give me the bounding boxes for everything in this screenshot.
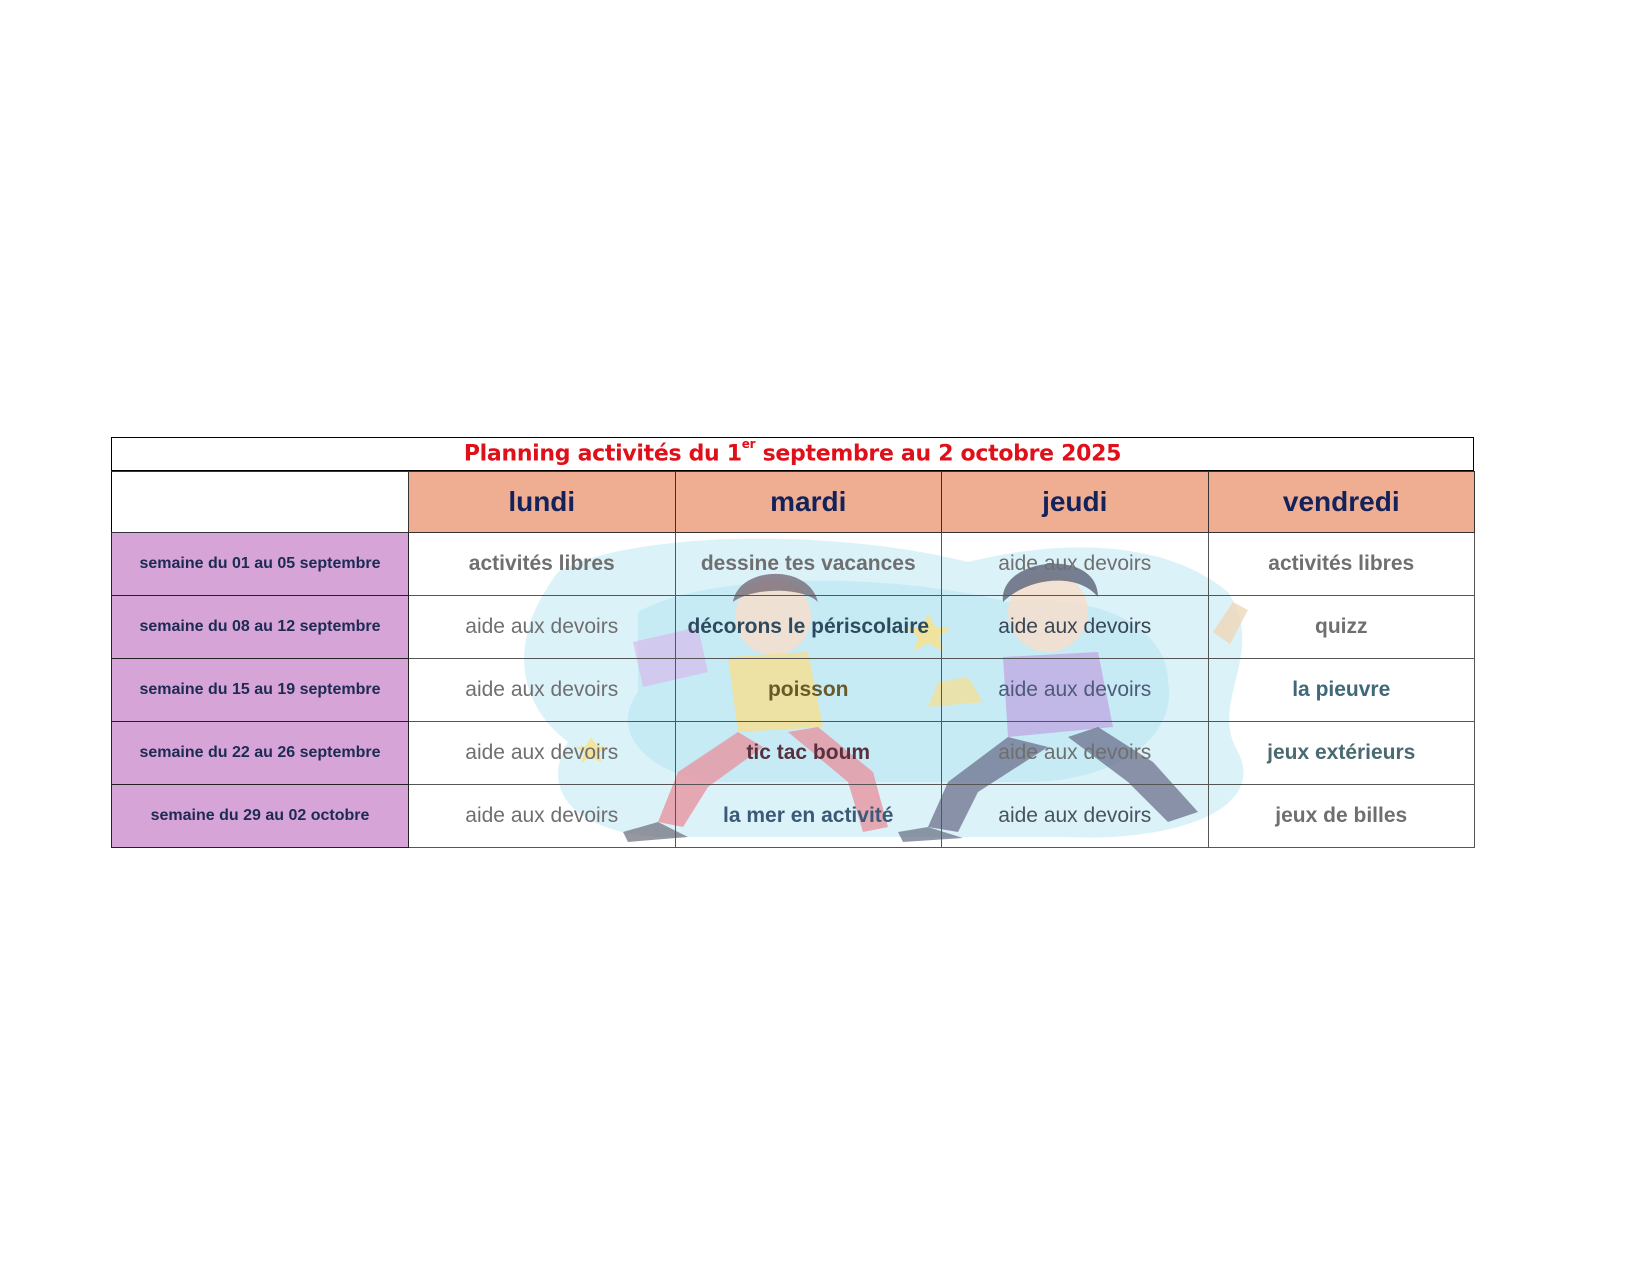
activity-cell: activités libres (1207, 532, 1475, 596)
activity-cell: aide aux devoirs (408, 595, 676, 659)
day-header-row: lundi mardi jeudi vendredi (111, 471, 1475, 533)
table-row: semaine du 08 au 12 septembre aide aux d… (111, 595, 1475, 659)
activity-cell: aide aux devoirs (941, 532, 1209, 596)
title-row: Planning activités du 1er septembre au 2… (111, 437, 1474, 471)
day-header-lundi: lundi (408, 471, 676, 533)
week-label: semaine du 08 au 12 septembre (111, 595, 409, 659)
table-row: semaine du 01 au 05 septembre activités … (111, 532, 1475, 596)
planning-sheet: Planning activités du 1er septembre au 2… (111, 437, 1475, 848)
activity-cell: dessine tes vacances (674, 532, 942, 596)
corner-cell (111, 471, 409, 533)
activity-cell: tic tac boum (674, 721, 942, 785)
activity-cell: aide aux devoirs (941, 721, 1209, 785)
day-header-jeudi: jeudi (941, 471, 1209, 533)
table-row: semaine du 15 au 19 septembre aide aux d… (111, 658, 1475, 722)
activity-cell: la pieuvre (1207, 658, 1475, 722)
table-row: semaine du 22 au 26 septembre aide aux d… (111, 721, 1475, 785)
activity-cell: poisson (674, 658, 942, 722)
activity-cell: la mer en activité (674, 784, 942, 848)
activity-cell: jeux extérieurs (1207, 721, 1475, 785)
day-header-vendredi: vendredi (1207, 471, 1475, 533)
activity-cell: jeux de billes (1207, 784, 1475, 848)
activity-cell: aide aux devoirs (941, 784, 1209, 848)
planning-grid: lundi mardi jeudi vendredi semaine du 01… (111, 471, 1475, 848)
activity-cell: aide aux devoirs (408, 784, 676, 848)
day-header-mardi: mardi (674, 471, 942, 533)
week-label: semaine du 15 au 19 septembre (111, 658, 409, 722)
planning-title: Planning activités du 1er septembre au 2… (463, 437, 1122, 467)
activity-cell: aide aux devoirs (941, 658, 1209, 722)
activity-cell: décorons le périscolaire (674, 595, 942, 659)
week-label: semaine du 22 au 26 septembre (111, 721, 409, 785)
activity-cell: activités libres (408, 532, 676, 596)
activity-cell: aide aux devoirs (408, 658, 676, 722)
table-row: semaine du 29 au 02 octobre aide aux dev… (111, 784, 1475, 848)
activity-cell: aide aux devoirs (408, 721, 676, 785)
activity-cell: aide aux devoirs (941, 595, 1209, 659)
activity-cell: quizz (1207, 595, 1475, 659)
week-label: semaine du 01 au 05 septembre (111, 532, 409, 596)
planning-table: lundi mardi jeudi vendredi semaine du 01… (111, 471, 1475, 848)
week-label: semaine du 29 au 02 octobre (111, 784, 409, 848)
